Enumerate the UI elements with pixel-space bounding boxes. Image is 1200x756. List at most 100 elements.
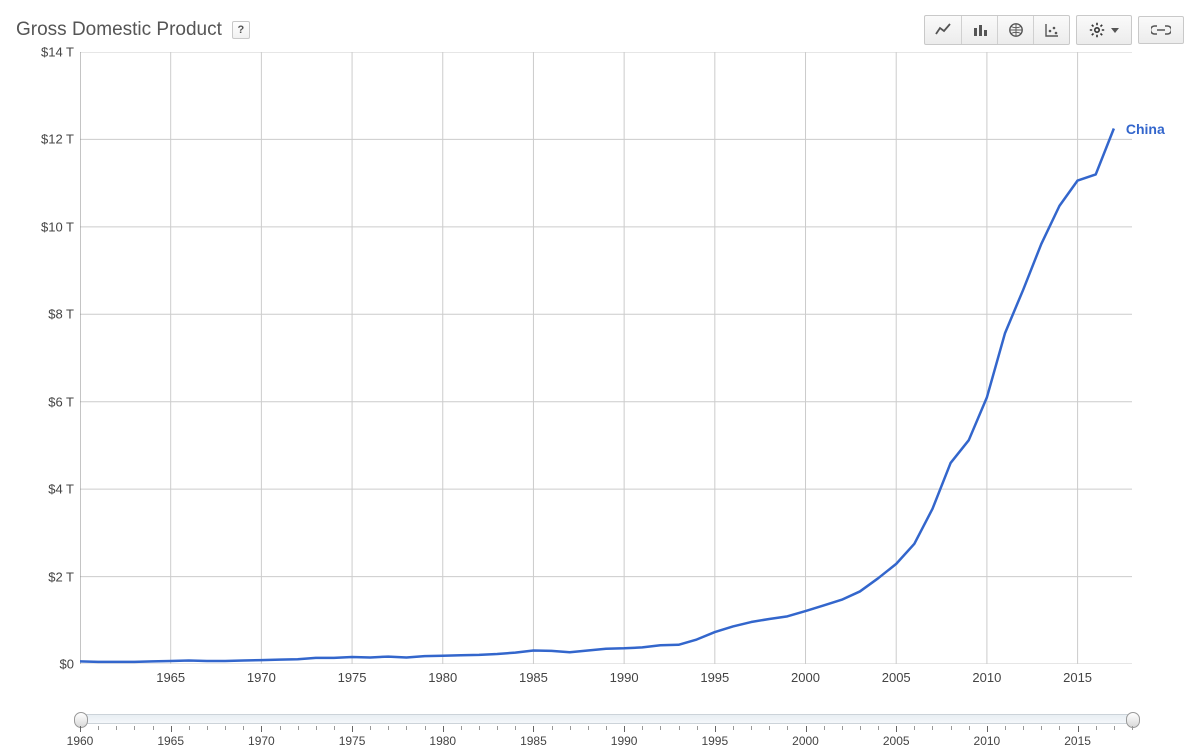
range-tick-label: 2005 (883, 734, 910, 748)
range-tick-minor (951, 726, 952, 730)
range-tick-major (896, 726, 897, 732)
range-tick-minor (570, 726, 571, 730)
toolbar (924, 15, 1184, 45)
x-tick-label: 2015 (1063, 670, 1092, 685)
x-tick-label: 1985 (519, 670, 548, 685)
range-tick-label: 1960 (67, 734, 94, 748)
page-title: Gross Domestic Product (16, 19, 222, 41)
x-tick-label: 2005 (882, 670, 911, 685)
range-tick-minor (207, 726, 208, 730)
range-tick-minor (479, 726, 480, 730)
x-tick-label: 1975 (338, 670, 367, 685)
range-tick-major (624, 726, 625, 732)
range-tick-label: 1990 (611, 734, 638, 748)
range-selector: 1960196519701975198019851990199520002005… (80, 714, 1132, 746)
range-tick-minor (98, 726, 99, 730)
y-tick-label: $4 T (48, 482, 74, 497)
help-button[interactable]: ? (232, 21, 250, 39)
x-tick-label: 1995 (700, 670, 729, 685)
range-tick-minor (1114, 726, 1115, 730)
range-ticks: 1960196519701975198019851990199520002005… (80, 726, 1132, 746)
range-tick-major (352, 726, 353, 732)
range-track[interactable] (80, 714, 1132, 724)
range-tick-minor (588, 726, 589, 730)
range-tick-minor (134, 726, 135, 730)
range-tick-minor (1096, 726, 1097, 730)
range-tick-minor (932, 726, 933, 730)
range-tick-label: 1965 (157, 734, 184, 748)
range-tick-minor (969, 726, 970, 730)
range-tick-major (443, 726, 444, 732)
x-tick-label: 1965 (156, 670, 185, 685)
x-tick-label: 2010 (972, 670, 1001, 685)
range-tick-minor (497, 726, 498, 730)
range-tick-label: 1980 (429, 734, 456, 748)
range-tick-minor (1005, 726, 1006, 730)
range-tick-minor (552, 726, 553, 730)
range-tick-minor (243, 726, 244, 730)
range-tick-major (715, 726, 716, 732)
range-tick-minor (860, 726, 861, 730)
range-tick-minor (733, 726, 734, 730)
x-tick-label: 1970 (247, 670, 276, 685)
range-tick-minor (1023, 726, 1024, 730)
range-tick-minor (1059, 726, 1060, 730)
y-tick-label: $12 T (41, 132, 74, 147)
range-tick-minor (388, 726, 389, 730)
legend-label: China (1126, 121, 1165, 137)
settings-button[interactable] (1077, 16, 1131, 44)
range-tick-minor (842, 726, 843, 730)
range-tick-label: 2010 (974, 734, 1001, 748)
y-tick-label: $2 T (48, 569, 74, 584)
range-tick-minor (225, 726, 226, 730)
chart-plot-area[interactable] (80, 52, 1132, 664)
range-tick-minor (751, 726, 752, 730)
range-tick-minor (370, 726, 371, 730)
range-tick-minor (660, 726, 661, 730)
x-tick-label: 1980 (428, 670, 457, 685)
y-tick-label: $10 T (41, 219, 74, 234)
range-tick-minor (280, 726, 281, 730)
range-tick-minor (153, 726, 154, 730)
range-tick-minor (1041, 726, 1042, 730)
range-tick-label: 2000 (792, 734, 819, 748)
range-tick-label: 1975 (339, 734, 366, 748)
range-tick-minor (425, 726, 426, 730)
range-tick-minor (406, 726, 407, 730)
settings-button-group (1076, 15, 1132, 45)
y-tick-label: $8 T (48, 307, 74, 322)
range-tick-minor (1132, 726, 1133, 730)
range-tick-major (1078, 726, 1079, 732)
range-tick-minor (461, 726, 462, 730)
range-tick-minor (769, 726, 770, 730)
range-tick-minor (679, 726, 680, 730)
link-button[interactable] (1138, 16, 1184, 44)
scatter-chart-button[interactable] (1033, 16, 1069, 44)
range-tick-minor (298, 726, 299, 730)
range-tick-label: 1970 (248, 734, 275, 748)
line-chart-button[interactable] (925, 16, 961, 44)
range-tick-major (80, 726, 81, 732)
bar-chart-button[interactable] (961, 16, 997, 44)
caret-down-icon (1111, 28, 1119, 33)
range-tick-label: 1985 (520, 734, 547, 748)
range-tick-minor (914, 726, 915, 730)
range-tick-minor (316, 726, 317, 730)
range-tick-major (171, 726, 172, 732)
map-button[interactable] (997, 16, 1033, 44)
range-tick-minor (606, 726, 607, 730)
range-tick-label: 2015 (1064, 734, 1091, 748)
range-tick-minor (697, 726, 698, 730)
x-tick-label: 2000 (791, 670, 820, 685)
chart: $0$2 T$4 T$6 T$8 T$10 T$12 T$14 T 196519… (16, 52, 1180, 692)
range-tick-minor (642, 726, 643, 730)
range-tick-minor (189, 726, 190, 730)
range-tick-minor (824, 726, 825, 730)
range-tick-major (806, 726, 807, 732)
header: Gross Domestic Product ? (16, 14, 1184, 46)
range-tick-label: 1995 (701, 734, 728, 748)
range-tick-minor (334, 726, 335, 730)
range-tick-minor (515, 726, 516, 730)
x-tick-label: 1990 (610, 670, 639, 685)
y-tick-label: $14 T (41, 45, 74, 60)
